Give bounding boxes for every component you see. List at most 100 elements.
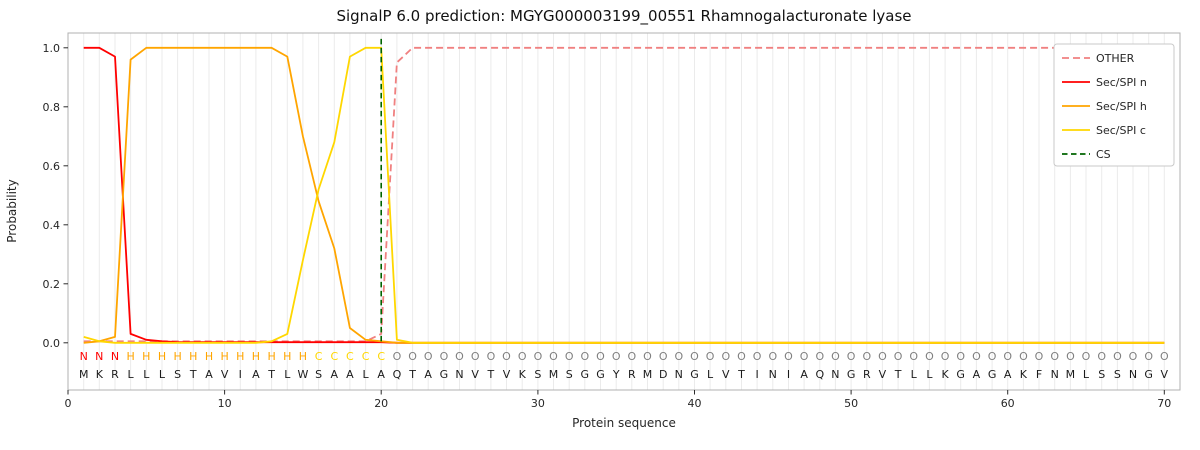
sequence-letter: T bbox=[737, 368, 745, 381]
region-label: H bbox=[158, 350, 166, 363]
region-label: H bbox=[205, 350, 213, 363]
legend: OTHER Sec/SPI n Sec/SPI h Sec/SPI c CS bbox=[1053, 43, 1175, 167]
region-label: H bbox=[299, 350, 307, 363]
sequence-letter: A bbox=[252, 368, 260, 381]
region-label: O bbox=[800, 350, 809, 363]
region-label: O bbox=[549, 350, 558, 363]
sequence-letter: T bbox=[487, 368, 495, 381]
y-tick-label: 1.0 bbox=[43, 42, 61, 55]
region-label: O bbox=[847, 350, 856, 363]
sequence-letter: N bbox=[675, 368, 683, 381]
sequence-letter: N bbox=[1129, 368, 1137, 381]
x-tick-label: 10 bbox=[218, 397, 232, 410]
sequence-letter: A bbox=[1004, 368, 1012, 381]
region-label: O bbox=[862, 350, 871, 363]
region-label: O bbox=[471, 350, 480, 363]
region-label: O bbox=[643, 350, 652, 363]
sequence-letter: A bbox=[377, 368, 385, 381]
region-label: H bbox=[173, 350, 181, 363]
sequence-letter: T bbox=[189, 368, 197, 381]
sequence-letter: V bbox=[722, 368, 730, 381]
sequence-rows: NMNKNRHLHLHLHSHTHAHVHIHAHTHLHWCSCACACLCA… bbox=[79, 350, 1169, 381]
sequence-letter: S bbox=[315, 368, 322, 381]
sequence-letter: F bbox=[1036, 368, 1042, 381]
sequence-letter: L bbox=[911, 368, 918, 381]
sequence-letter: A bbox=[346, 368, 354, 381]
sequence-letter: M bbox=[1066, 368, 1076, 381]
region-label: C bbox=[377, 350, 385, 363]
sequence-letter: L bbox=[128, 368, 135, 381]
series-sec-spi-n bbox=[83, 46, 1165, 344]
sequence-letter: Q bbox=[393, 368, 402, 381]
sequence-letter: Y bbox=[612, 368, 620, 381]
y-tick-label: 0.4 bbox=[43, 219, 61, 232]
region-label: O bbox=[878, 350, 887, 363]
sequence-letter: G bbox=[847, 368, 856, 381]
region-label: O bbox=[753, 350, 762, 363]
legend-box bbox=[1053, 43, 1175, 167]
x-tick-label: 40 bbox=[688, 397, 702, 410]
x-tick-label: 0 bbox=[65, 397, 72, 410]
series-sec-spi-h bbox=[83, 46, 1165, 344]
sequence-letter: L bbox=[707, 368, 714, 381]
region-label: H bbox=[189, 350, 197, 363]
region-label: C bbox=[330, 350, 338, 363]
sequence-letter: G bbox=[440, 368, 449, 381]
region-label: H bbox=[220, 350, 228, 363]
y-tick-label: 0.2 bbox=[43, 278, 61, 291]
region-label: N bbox=[95, 350, 103, 363]
sequence-letter: L bbox=[1083, 368, 1090, 381]
sequence-letter: G bbox=[690, 368, 699, 381]
sequence-letter: S bbox=[174, 368, 181, 381]
region-label: O bbox=[925, 350, 934, 363]
series-other bbox=[83, 46, 1165, 343]
region-label: O bbox=[768, 350, 777, 363]
region-label: O bbox=[1082, 350, 1091, 363]
region-label: O bbox=[737, 350, 746, 363]
sequence-letter: R bbox=[863, 368, 871, 381]
sequence-letter: M bbox=[549, 368, 559, 381]
region-label: O bbox=[455, 350, 464, 363]
legend-label-other: OTHER bbox=[1096, 52, 1135, 65]
region-label: H bbox=[142, 350, 150, 363]
legend-label-sec-spi-c: Sec/SPI c bbox=[1096, 124, 1146, 137]
sequence-letter: S bbox=[566, 368, 573, 381]
region-label: O bbox=[909, 350, 918, 363]
sequence-letter: N bbox=[769, 368, 777, 381]
sequence-letter: S bbox=[1114, 368, 1121, 381]
region-label: O bbox=[612, 350, 621, 363]
region-label: O bbox=[1113, 350, 1122, 363]
sequence-letter: W bbox=[297, 368, 308, 381]
sequence-letter: K bbox=[96, 368, 104, 381]
region-label: O bbox=[956, 350, 965, 363]
region-label: O bbox=[831, 350, 840, 363]
sequence-letter: I bbox=[787, 368, 790, 381]
x-axis-label: Protein sequence bbox=[572, 416, 676, 430]
sequence-letter: M bbox=[79, 368, 89, 381]
region-label: O bbox=[1035, 350, 1044, 363]
region-label: O bbox=[1050, 350, 1059, 363]
sequence-letter: A bbox=[205, 368, 213, 381]
plot-border bbox=[67, 32, 1181, 391]
region-label: O bbox=[1019, 350, 1028, 363]
sequence-letter: G bbox=[988, 368, 997, 381]
region-label: O bbox=[894, 350, 903, 363]
region-label: O bbox=[518, 350, 527, 363]
region-label: H bbox=[283, 350, 291, 363]
region-label: O bbox=[972, 350, 981, 363]
region-label: O bbox=[706, 350, 715, 363]
region-label: O bbox=[1129, 350, 1138, 363]
legend-label-sec-spi-h: Sec/SPI h bbox=[1096, 100, 1147, 113]
y-tick-label: 0.6 bbox=[43, 160, 61, 173]
sequence-letter: K bbox=[519, 368, 527, 381]
sequence-letter: I bbox=[755, 368, 758, 381]
sequence-letter: K bbox=[941, 368, 949, 381]
region-label: O bbox=[674, 350, 683, 363]
region-label: H bbox=[126, 350, 134, 363]
region-label: O bbox=[565, 350, 574, 363]
region-label: O bbox=[1003, 350, 1012, 363]
region-label: O bbox=[1097, 350, 1106, 363]
region-label: O bbox=[941, 350, 950, 363]
